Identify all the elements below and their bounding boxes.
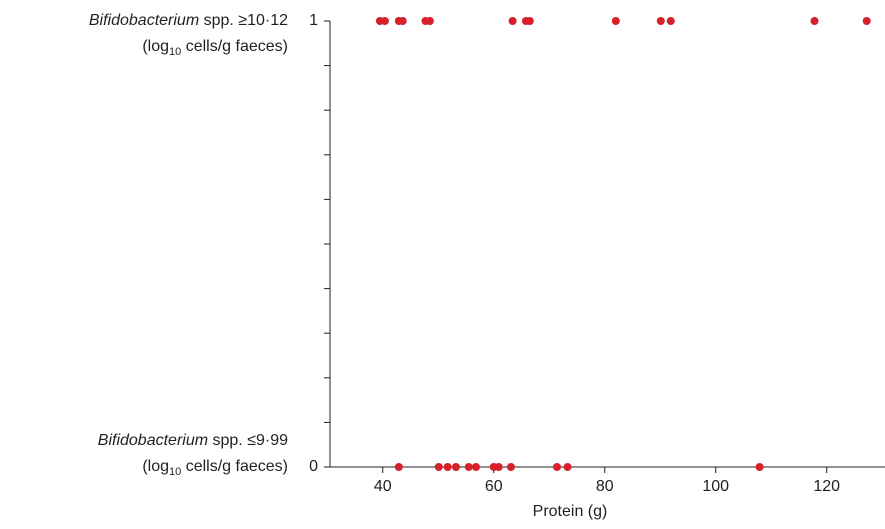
point <box>755 463 764 471</box>
point <box>494 463 503 471</box>
point <box>464 463 473 471</box>
x-tick-label: 120 <box>813 478 840 495</box>
point <box>471 463 480 471</box>
point <box>506 463 515 471</box>
x-tick-label: 40 <box>374 478 392 495</box>
x-tick-label: 80 <box>596 478 614 495</box>
point <box>656 17 665 25</box>
point <box>508 17 517 25</box>
y-category-label: Bifidobacterium spp. ≤9·99 <box>98 432 288 449</box>
point <box>666 17 675 25</box>
genus: Bifidobacterium <box>89 12 199 29</box>
x-tick-label: 100 <box>702 478 729 495</box>
point <box>394 463 403 471</box>
point <box>862 17 871 25</box>
point <box>398 17 407 25</box>
y-category-unit: (log10 cells/g faeces) <box>142 38 288 58</box>
label-text: spp. ≤9·99 <box>208 432 288 449</box>
point <box>810 17 819 25</box>
y-tick-label: 0 <box>309 458 318 475</box>
point <box>451 463 460 471</box>
x-axis-label: Protein (g) <box>533 503 608 520</box>
genus: Bifidobacterium <box>98 432 208 449</box>
point <box>443 463 452 471</box>
unit-text: (log <box>142 38 169 55</box>
point <box>434 463 443 471</box>
y-category-unit: (log10 cells/g faeces) <box>142 458 288 478</box>
unit-text: (log <box>142 458 169 475</box>
point <box>380 17 389 25</box>
point <box>525 17 534 25</box>
unit-subscript: 10 <box>169 46 181 58</box>
unit-text: cells/g faeces) <box>181 458 288 475</box>
point <box>611 17 620 25</box>
label-text: spp. ≥10·12 <box>199 12 288 29</box>
unit-text: cells/g faeces) <box>181 38 288 55</box>
point <box>552 463 561 471</box>
y-tick-label: 1 <box>309 12 318 29</box>
x-tick-label: 60 <box>485 478 503 495</box>
unit-subscript: 10 <box>169 466 181 478</box>
y-category-label: Bifidobacterium spp. ≥10·12 <box>89 12 288 29</box>
point <box>563 463 572 471</box>
point <box>425 17 434 25</box>
